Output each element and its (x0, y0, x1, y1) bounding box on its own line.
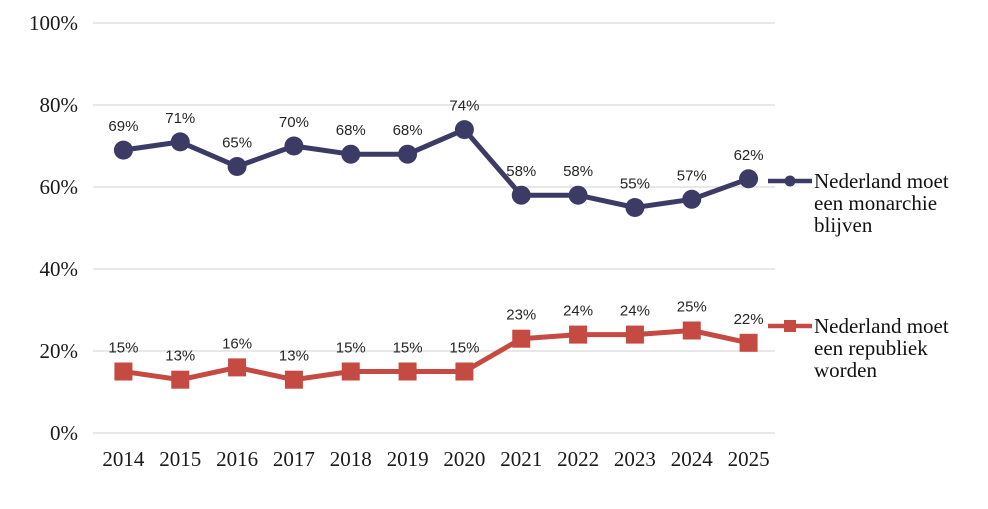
data-point-label: 57% (677, 167, 707, 184)
data-point-square (114, 362, 133, 381)
data-point-label: 58% (563, 163, 593, 180)
y-tick-label: 80% (40, 93, 79, 117)
data-point-label: 74% (449, 98, 479, 115)
data-point-label: 22% (734, 311, 764, 328)
data-point-circle (170, 132, 190, 152)
data-point-label: 24% (563, 303, 593, 320)
data-point-circle (739, 169, 759, 189)
data-point-label: 62% (734, 147, 764, 164)
data-point-square (682, 321, 701, 340)
data-point-label: 23% (506, 307, 536, 324)
data-point-label: 65% (222, 135, 252, 152)
data-point-square (398, 362, 417, 381)
data-point-circle (568, 185, 588, 205)
data-point-label: 15% (336, 340, 366, 357)
x-tick-label: 2019 (387, 447, 429, 471)
data-point-square (341, 362, 360, 381)
data-point-square (512, 329, 531, 348)
data-point-label: 55% (620, 176, 650, 193)
data-point-label: 24% (620, 303, 650, 320)
data-point-square (171, 370, 190, 389)
y-tick-label: 60% (40, 175, 79, 199)
data-point-square (228, 358, 247, 377)
data-point-square (284, 370, 303, 389)
data-point-circle (511, 185, 531, 205)
data-point-label: 71% (165, 110, 195, 127)
data-point-label: 58% (506, 163, 536, 180)
data-point-circle (454, 120, 474, 140)
x-tick-label: 2021 (500, 447, 542, 471)
data-point-label: 13% (165, 348, 195, 365)
x-tick-label: 2025 (728, 447, 770, 471)
data-point-label: 16% (222, 335, 252, 352)
data-point-label: 15% (449, 340, 479, 357)
x-tick-label: 2018 (330, 447, 372, 471)
x-tick-label: 2024 (671, 447, 714, 471)
data-point-label: 13% (279, 348, 309, 365)
x-tick-label: 2017 (273, 447, 315, 471)
data-point-label: 25% (677, 299, 707, 316)
y-tick-label: 0% (50, 421, 78, 445)
data-point-circle (113, 140, 133, 160)
y-tick-label: 40% (40, 257, 79, 281)
data-point-square (625, 325, 644, 344)
data-point-label: 15% (393, 340, 423, 357)
series-line (120, 127, 752, 210)
x-tick-label: 2022 (557, 447, 599, 471)
data-point-circle (284, 136, 304, 156)
data-point-square (455, 362, 474, 381)
data-point-circle (341, 144, 361, 164)
data-point-circle (682, 189, 702, 209)
x-tick-label: 2014 (102, 447, 145, 471)
data-point-circle (625, 198, 645, 217)
y-tick-label: 20% (40, 339, 79, 363)
data-point-label: 68% (336, 122, 366, 139)
x-tick-label: 2023 (614, 447, 656, 471)
data-point-square (569, 325, 588, 344)
data-point-circle (227, 157, 247, 176)
y-tick-label: 100% (29, 11, 78, 35)
x-tick-label: 2015 (159, 447, 201, 471)
x-tick-label: 2020 (443, 447, 485, 471)
x-tick-label: 2016 (216, 447, 258, 471)
data-point-square (739, 333, 758, 352)
data-point-label: 68% (393, 122, 423, 139)
data-point-label: 70% (279, 114, 309, 131)
series-line (120, 328, 752, 383)
data-point-label: 69% (108, 118, 138, 135)
data-point-label: 15% (108, 340, 138, 357)
data-point-circle (398, 144, 418, 164)
